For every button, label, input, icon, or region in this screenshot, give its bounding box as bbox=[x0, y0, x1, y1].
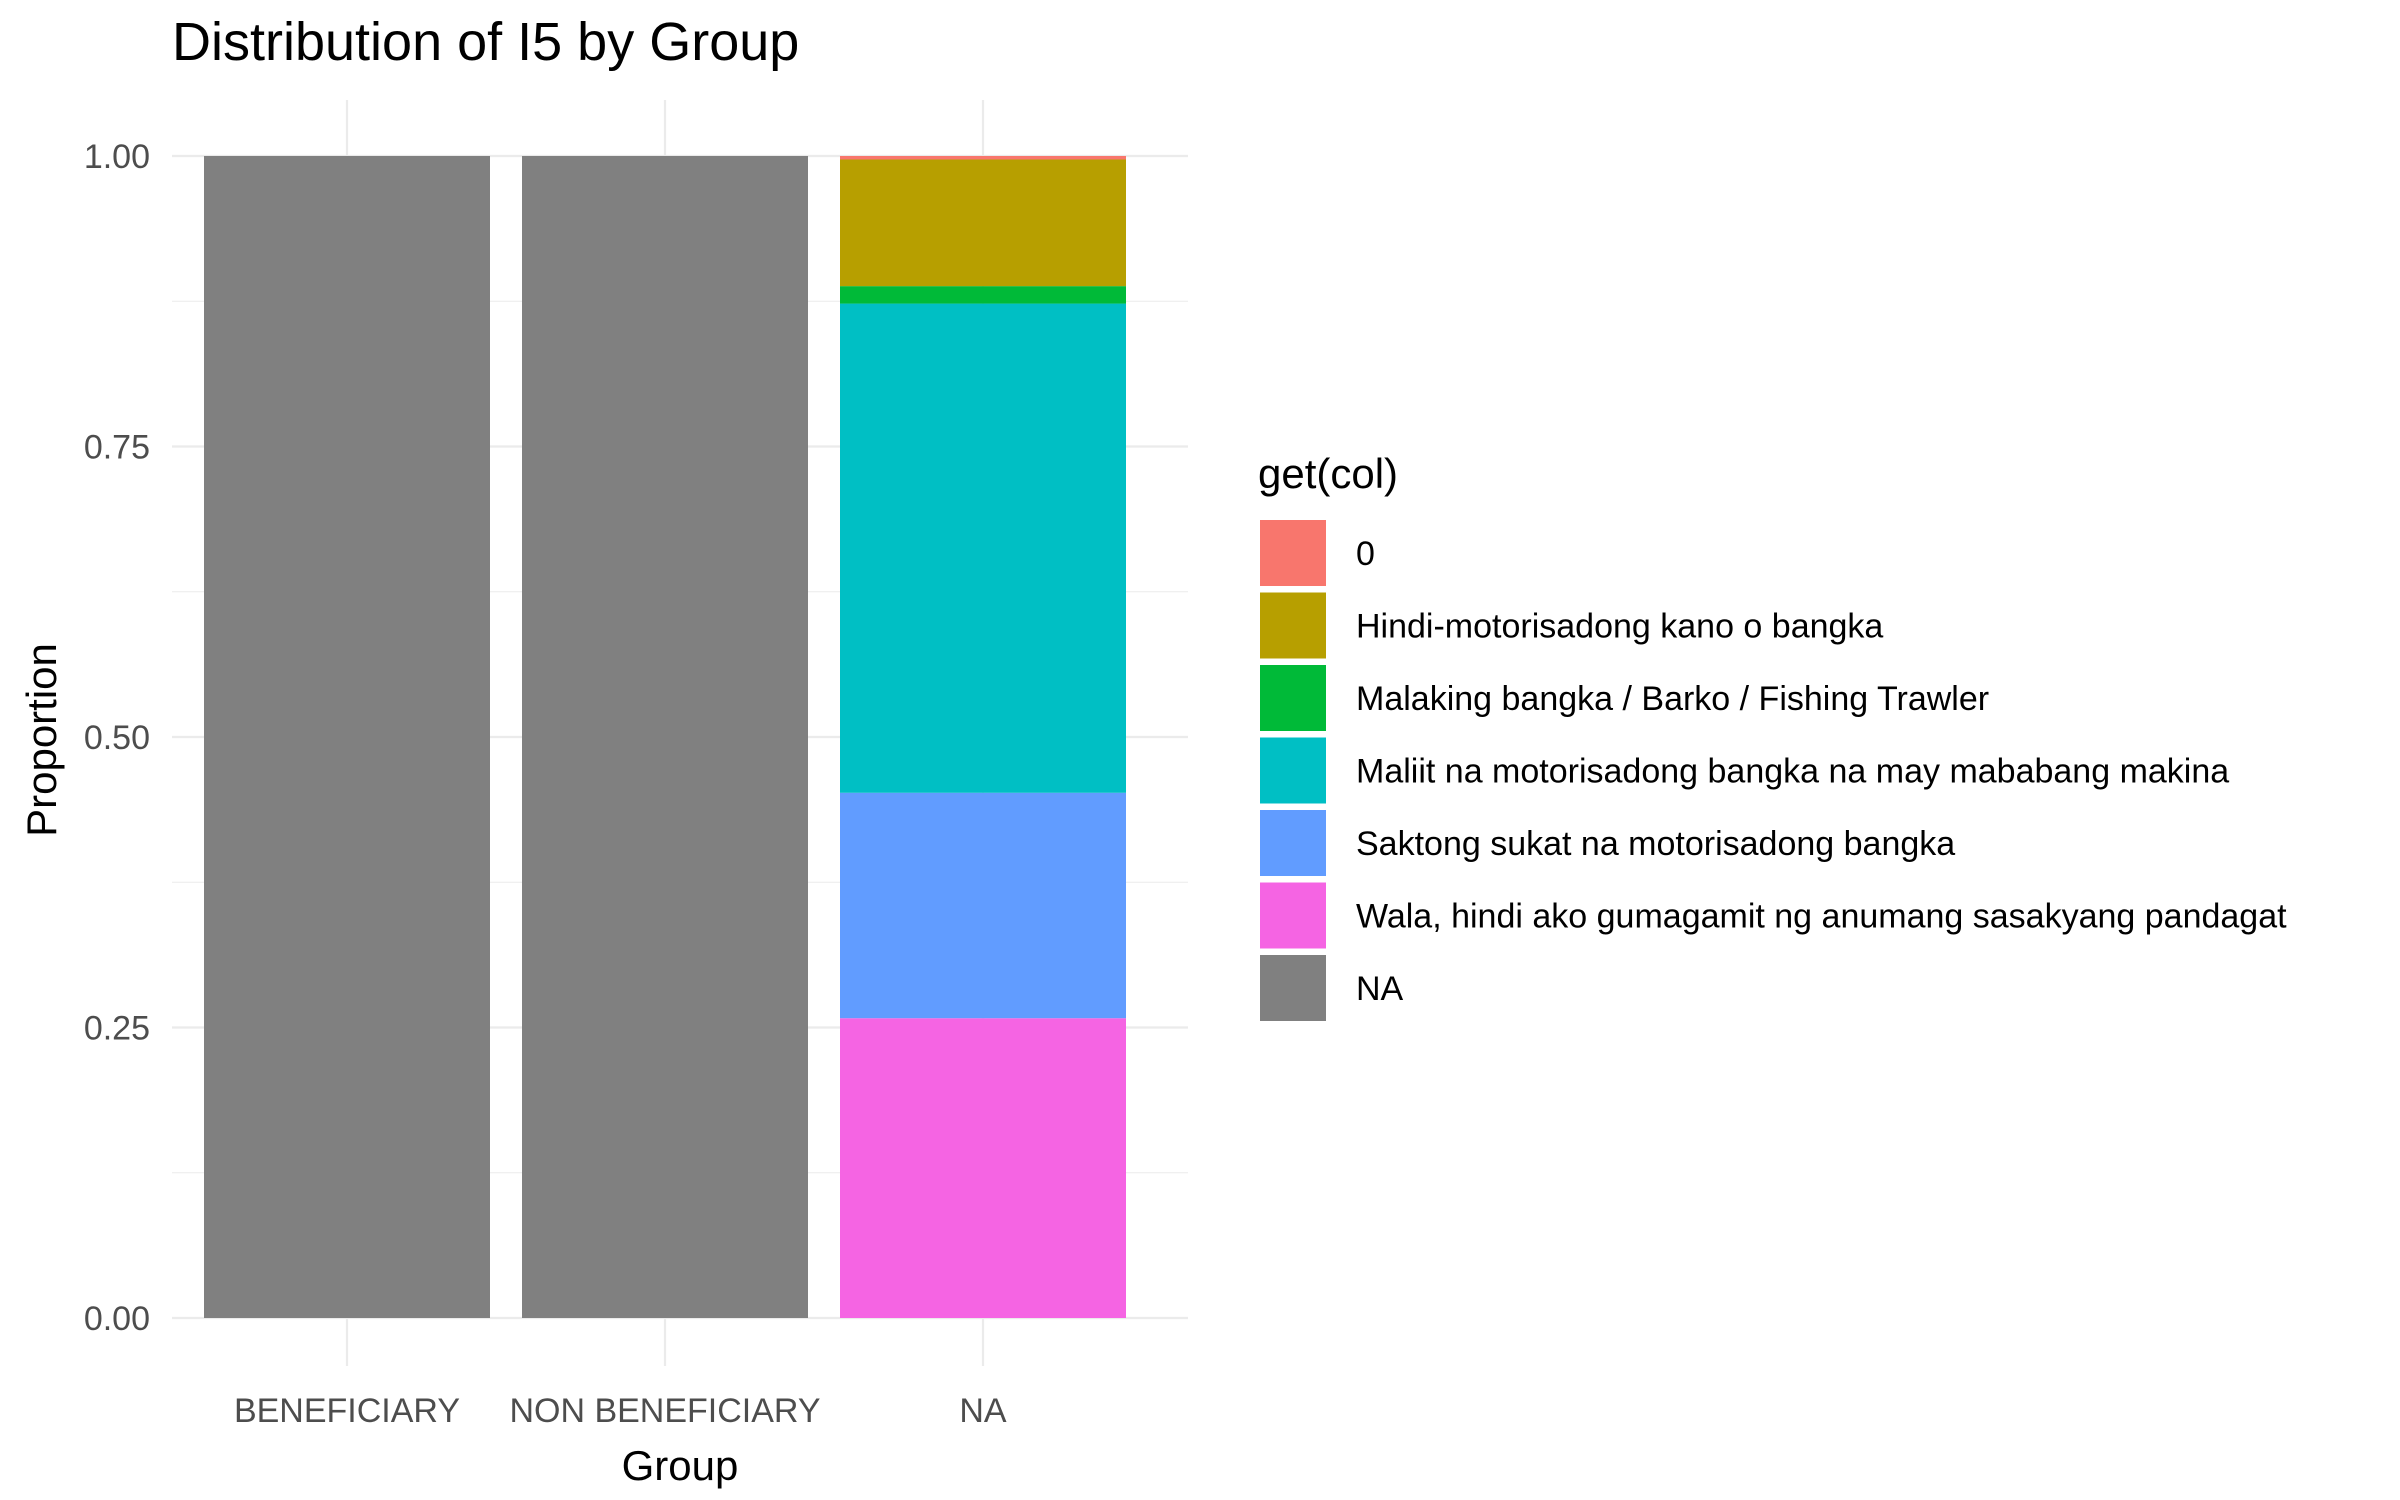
legend-title: get(col) bbox=[1258, 450, 1398, 497]
bar-segment bbox=[840, 159, 1126, 287]
legend-key bbox=[1260, 592, 1326, 659]
x-tick-label: NON BENEFICIARY bbox=[509, 1392, 820, 1430]
x-axis-title: Group bbox=[622, 1442, 739, 1489]
legend-label: Wala, hindi ako gumagamit ng anumang sas… bbox=[1356, 898, 2287, 936]
legend-label: Hindi-motorisadong kano o bangka bbox=[1356, 608, 1883, 646]
legend-key bbox=[1260, 737, 1326, 804]
x-tick-label: BENEFICIARY bbox=[234, 1392, 460, 1430]
legend-key bbox=[1260, 882, 1326, 949]
legend-label: Saktong sukat na motorisadong bangka bbox=[1356, 825, 1955, 863]
legend-key bbox=[1260, 810, 1326, 876]
bar-segment bbox=[840, 156, 1126, 160]
x-axis-ticks: BENEFICIARY NON BENEFICIARY NA bbox=[234, 1392, 1007, 1430]
y-axis-title: Proportion bbox=[18, 643, 65, 837]
legend-key bbox=[1260, 520, 1326, 586]
legend: get(col) 0 Hindi-motorisadong kano o bang… bbox=[1258, 450, 2287, 1021]
legend-label: NA bbox=[1356, 970, 1404, 1008]
legend-label: 0 bbox=[1356, 535, 1375, 573]
y-tick-label: 0.50 bbox=[84, 719, 150, 757]
bars bbox=[204, 156, 1126, 1318]
legend-key bbox=[1260, 955, 1326, 1021]
chart-title: Distribution of I5 by Group bbox=[172, 12, 799, 72]
y-tick-label: 0.25 bbox=[84, 1010, 150, 1048]
y-tick-label: 0.75 bbox=[84, 429, 150, 467]
bar-segment bbox=[840, 1018, 1126, 1318]
legend-label: Malaking bangka / Barko / Fishing Trawle… bbox=[1356, 680, 1989, 718]
y-tick-label: 1.00 bbox=[84, 138, 150, 176]
legend-label: Maliit na motorisadong bangka na may mab… bbox=[1356, 753, 2229, 791]
bar-segment bbox=[840, 792, 1126, 1019]
y-tick-label: 0.00 bbox=[84, 1300, 150, 1338]
bar-segment bbox=[204, 156, 490, 1318]
bar-segment bbox=[522, 156, 808, 1318]
bar-segment bbox=[840, 286, 1126, 304]
y-axis-ticks: 0.00 0.25 0.50 0.75 1.00 bbox=[84, 138, 150, 1338]
x-tick-label: NA bbox=[959, 1392, 1007, 1430]
bar-segment bbox=[840, 303, 1126, 793]
legend-key bbox=[1260, 665, 1326, 731]
